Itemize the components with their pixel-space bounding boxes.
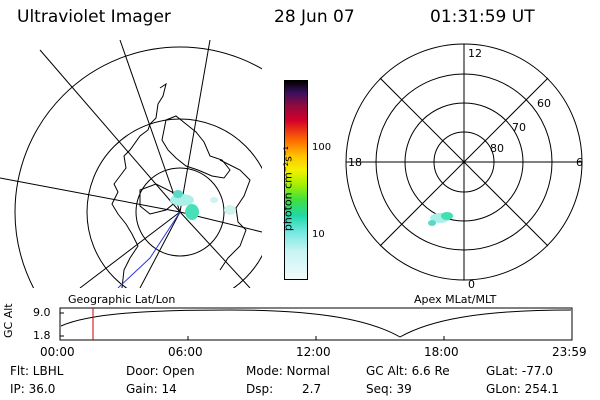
xtick-0600: 06:00 [168,345,203,359]
glon-label: GLon: 254.1 [486,382,559,396]
meridian-line [179,40,211,213]
meridian-line [139,211,181,288]
mlat-label-60: 60 [537,97,551,110]
xtick-0000: 00:00 [40,345,75,359]
coastline [111,82,167,288]
coastline [161,115,231,179]
right-map-caption: Apex MLat/MLT [414,293,497,306]
polar-aurora-emission [428,212,453,226]
latitude-circle-outer [14,46,262,288]
colorbar [284,80,308,280]
meridian-line [79,211,181,288]
mode-label: Mode: Normal [246,364,330,378]
left-map-caption: Geographic Lat/Lon [68,293,176,306]
dsp-value: 2.7 [302,382,322,396]
date-label: 28 Jun 07 [274,7,355,27]
meridian-line [119,40,181,213]
coastline [139,183,179,215]
door-label: Door: Open [126,364,195,378]
mlt-line-diagonal [379,77,549,247]
colorbar-tick-100: 100 [312,142,332,153]
meridian-line [39,49,181,213]
aurora-emission [170,190,236,220]
glat-label: GLat: -77.0 [486,364,553,378]
mlat-label-80: 80 [490,142,504,155]
xtick-1800: 18:00 [424,345,459,359]
meridian-line [0,177,181,213]
seq-label: Seq: 39 [366,382,412,396]
mlt-label-12: 12 [468,47,482,60]
gc-alt-label: GC Alt: 6.6 Re [366,364,450,378]
satellite-track [117,211,181,288]
mlt-label-18: 18 [348,156,362,169]
time-label: 01:31:59 UT [430,7,535,27]
dsp-label: Dsp: [246,382,274,396]
timeline-ylabel: GC Alt [2,303,15,338]
mlat-label-70: 70 [512,121,526,134]
instrument-title: Ultraviolet Imager [17,7,171,27]
ip-label: IP: 36.0 [10,382,56,396]
ytick-9: 9.0 [33,306,51,319]
gain-label: Gain: 14 [126,382,177,396]
ytick-1-8: 1.8 [33,329,51,342]
coastline [219,159,251,271]
xtick-2359: 23:59 [552,345,587,359]
colorbar-tick-10: 10 [312,229,325,240]
meridian-line [179,211,251,288]
latitude-circle-inner [135,167,225,257]
filter-label: Flt: LBHL [10,364,64,378]
xtick-1200: 12:00 [296,345,331,359]
altitude-curve [60,309,572,338]
mlt-label-6: 6 [576,156,583,169]
mlt-label-0: 0 [468,278,475,291]
